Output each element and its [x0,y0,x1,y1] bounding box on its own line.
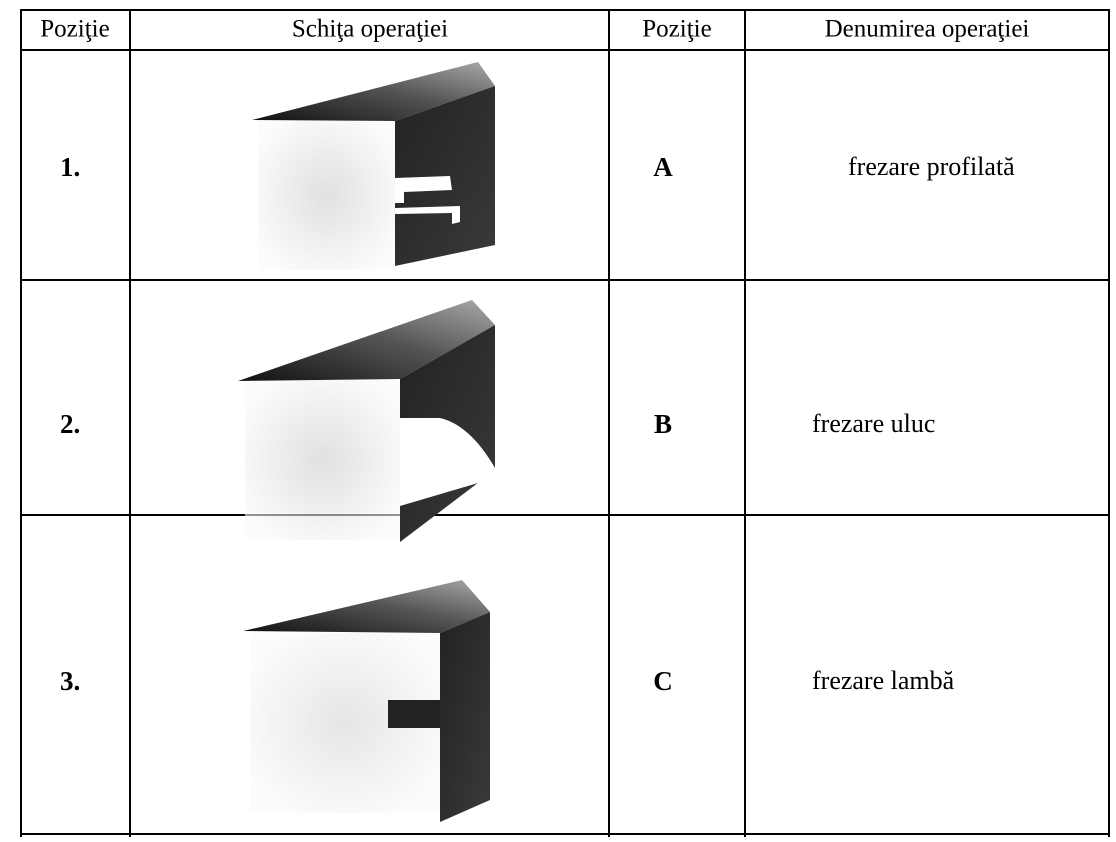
sketch-tongue [243,580,490,822]
header-cell: Poziţie [642,16,711,43]
row-letter: B [654,409,672,439]
row-letter: C [653,666,673,696]
sketch-profile [252,62,495,270]
operation-name: frezare uluc [812,409,935,438]
sketch-groove [238,300,495,542]
operation-name: frezare profilată [848,152,1015,181]
operation-name: frezare lambă [812,666,955,695]
row-number: 1. [60,152,80,182]
header-cell: Poziţie [40,16,109,43]
row-number: 2. [60,409,80,439]
table: Poziţie Schiţa operaţiei Poziţie Denumir… [0,0,1116,837]
header-cell: Schiţa operaţiei [292,16,448,43]
row-letter: A [653,152,673,182]
row-number: 3. [60,666,80,696]
page: Poziţie Schiţa operaţiei Poziţie Denumir… [0,0,1116,837]
table-grid [20,10,1110,837]
header-cell: Denumirea operaţiei [825,16,1030,43]
